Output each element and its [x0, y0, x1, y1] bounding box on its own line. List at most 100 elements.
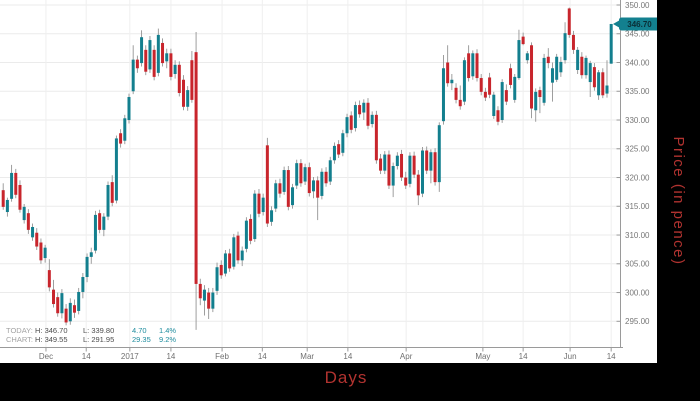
candle-body [601, 72, 605, 96]
candle-body [408, 155, 412, 184]
candle-body [240, 250, 244, 261]
x-tick-label: Jun [564, 352, 577, 361]
summary-today-label: TODAY: [6, 326, 33, 335]
candle-body [236, 235, 240, 261]
candle-body [358, 105, 362, 115]
candle-body [370, 114, 374, 125]
x-tick-label: 14 [166, 352, 175, 361]
candle-body [5, 199, 9, 213]
summary-chart-high: H: 349.55 [35, 334, 68, 344]
y-tick-label: 295.00 [625, 317, 650, 326]
candle-body [571, 34, 575, 50]
candle-body [550, 68, 554, 83]
candle-body [35, 232, 39, 247]
candle-body [509, 68, 513, 85]
candle-body [131, 59, 135, 92]
candle-body [416, 174, 420, 196]
candlestick-chart: 350.00 345.00 340.00 335.00 330.00 325.00 320.… [0, 0, 658, 361]
bottom-axis-strip [0, 363, 700, 401]
candle-body [198, 283, 202, 299]
candle-body [295, 163, 299, 186]
candle-body [22, 206, 26, 221]
candle-body [379, 158, 383, 171]
y-tick-label: 305.00 [625, 260, 650, 269]
candle-body [576, 49, 580, 70]
candle-body [488, 77, 492, 95]
candle-body [249, 218, 253, 241]
candle-body [458, 99, 462, 107]
candle-body [18, 185, 22, 210]
candle-body [320, 171, 324, 196]
candle-body [119, 133, 123, 144]
candle-body [114, 138, 118, 201]
candle-body [140, 37, 144, 64]
candle-body [106, 185, 110, 217]
candle-body [207, 292, 211, 309]
candle-body [194, 52, 198, 284]
summary-chart-label: CHART: [6, 334, 33, 344]
candle-body [567, 8, 571, 35]
candle-body [311, 180, 315, 192]
candle-body [186, 90, 190, 107]
summary-row-chart: CHART: H: 349.55 L: 291.95 29.35 9.2% [6, 334, 176, 345]
y-tick-label: 350.00 [625, 1, 650, 10]
candle-body [299, 163, 303, 184]
candle-body [383, 154, 387, 171]
candle-body [353, 105, 357, 129]
candle-body [467, 53, 471, 79]
summary-chart-change: 29.35 [132, 334, 151, 344]
candle-body [559, 61, 563, 73]
candle-body [412, 155, 416, 175]
candle-body [72, 305, 76, 313]
x-tick-label: May [475, 352, 490, 361]
candle-body [10, 172, 14, 199]
candle-body [395, 155, 399, 167]
x-tick-label: Dec [39, 352, 53, 361]
candle-body [441, 68, 445, 122]
y-tick-label: 335.00 [625, 87, 650, 96]
candle-body [161, 42, 165, 64]
candle-body [605, 85, 609, 94]
candle-body [152, 49, 156, 77]
candle-body [521, 36, 525, 45]
candle-body [31, 226, 35, 238]
candle-body [542, 57, 546, 103]
right-axis-strip: Price (in pence) [657, 0, 700, 401]
candle-body [425, 150, 429, 171]
candle-body [177, 64, 181, 93]
candle-body [316, 180, 320, 198]
candle-body [43, 247, 47, 259]
y-tick-label: 345.00 [625, 30, 650, 39]
candle-body [169, 53, 173, 77]
candle-body [219, 264, 223, 276]
candle-body [89, 252, 93, 257]
candle-body [190, 60, 194, 100]
x-tick-label: Mar [300, 352, 314, 361]
candle-body [307, 167, 311, 194]
candle-body [525, 53, 529, 61]
candle-body [173, 64, 177, 75]
x-tick-label: 14 [82, 352, 91, 361]
candle-body [165, 53, 169, 62]
candle-body [475, 53, 479, 79]
x-tick-label: 14 [519, 352, 528, 361]
candle-body [588, 63, 592, 83]
candle-body [433, 152, 437, 183]
candle-body [64, 308, 68, 323]
candle-body [500, 82, 504, 121]
x-tick-label: 14 [258, 352, 267, 361]
candle-body [127, 97, 131, 121]
candle-body [349, 115, 353, 130]
candle-body [584, 57, 588, 76]
candle-body [471, 53, 475, 77]
candle-body [546, 56, 550, 64]
candle-body [504, 90, 508, 102]
candle-body [303, 167, 307, 182]
candle-body [110, 182, 114, 203]
candle-body [232, 237, 236, 267]
candle-body [265, 145, 269, 224]
candle-body [492, 94, 496, 116]
candle-body [555, 56, 559, 80]
candle-body [77, 291, 81, 311]
